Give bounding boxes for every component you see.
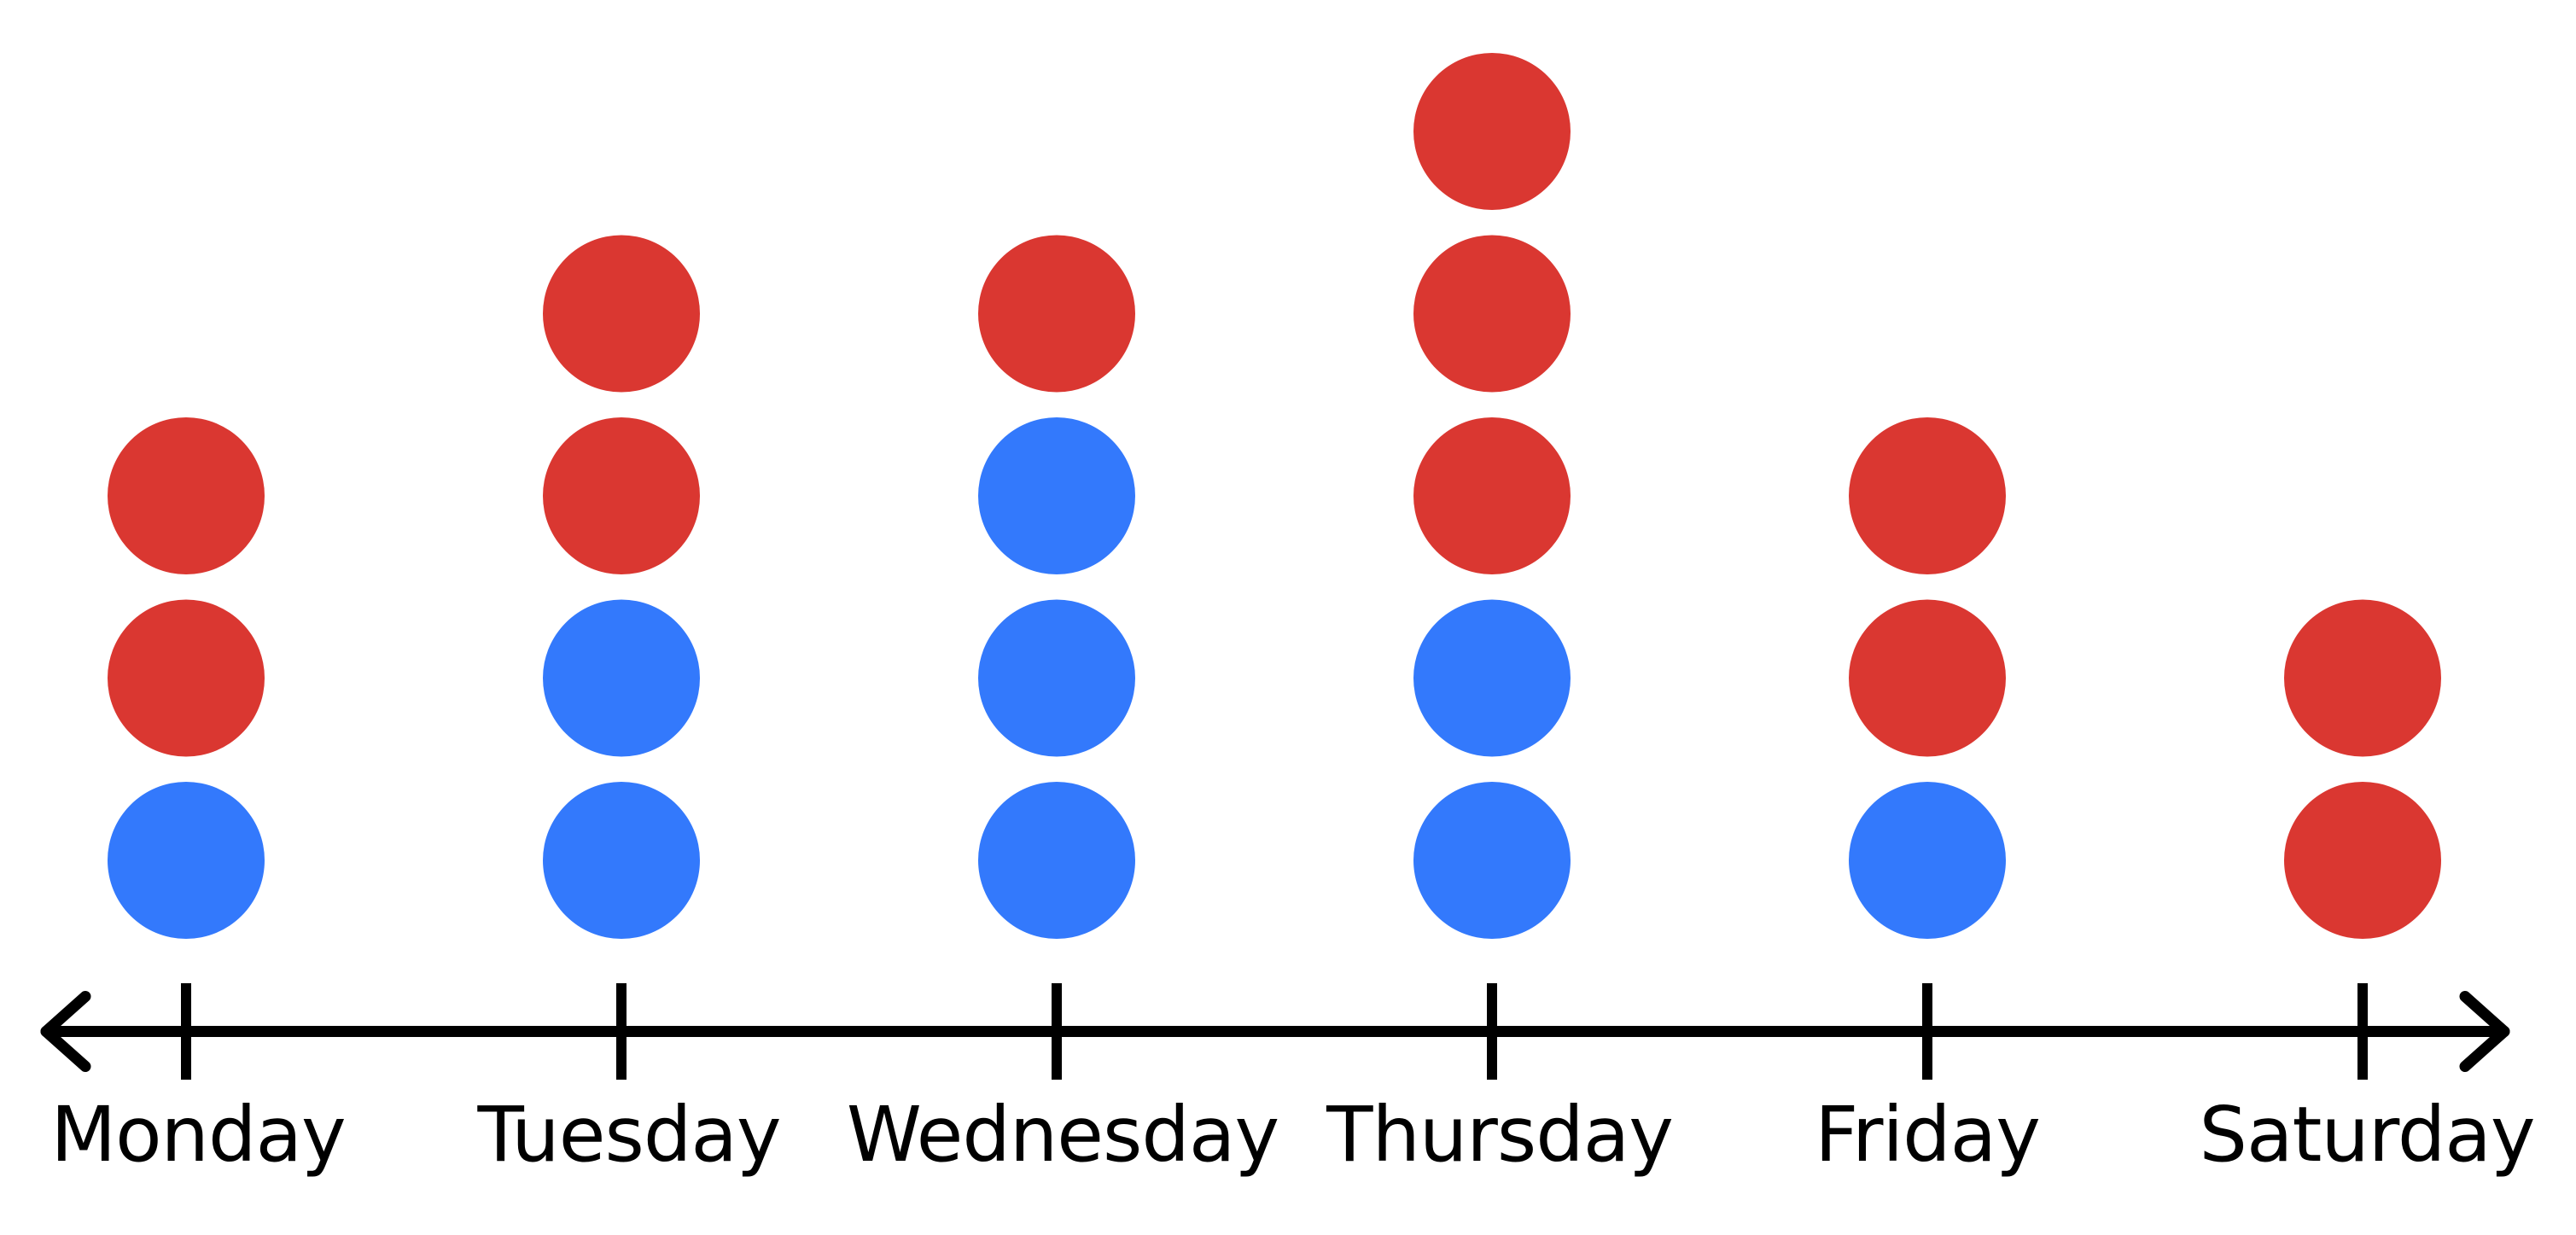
- x-axis-label-tuesday: Tuesday: [476, 1090, 780, 1179]
- dot-tuesday-2-blue: [543, 599, 700, 757]
- dot-saturday-2-red: [2284, 599, 2441, 757]
- dot-monday-1-blue: [108, 782, 265, 939]
- axis-left-arrowhead-icon: [40, 991, 91, 1072]
- dot-monday-3-red: [108, 417, 265, 574]
- dot-saturday-1-red: [2284, 782, 2441, 939]
- dot-wednesday-3-blue: [978, 417, 1135, 574]
- dot-tuesday-1-blue: [543, 782, 700, 939]
- dot-thursday-3-red: [1413, 417, 1571, 574]
- dot-monday-2-red: [108, 599, 265, 757]
- dot-friday-2-red: [1849, 599, 2006, 757]
- dot-thursday-1-blue: [1413, 782, 1571, 939]
- dot-thursday-5-red: [1413, 53, 1571, 210]
- dot-friday-3-red: [1849, 417, 2006, 574]
- axis-right-arrowhead-icon: [2459, 991, 2510, 1072]
- dot-wednesday-4-red: [978, 235, 1135, 393]
- dot-wednesday-1-blue: [978, 782, 1135, 939]
- x-axis-label-friday: Friday: [1815, 1090, 2040, 1179]
- dot-tuesday-4-red: [543, 235, 700, 393]
- dot-wednesday-2-blue: [978, 599, 1135, 757]
- x-axis-label-monday: Monday: [50, 1090, 345, 1179]
- x-axis-label-wednesday: Wednesday: [847, 1090, 1279, 1179]
- x-axis-label-saturday: Saturday: [2199, 1090, 2534, 1179]
- dot-tuesday-3-red: [543, 417, 700, 574]
- x-axis-label-thursday: Thursday: [1326, 1090, 1673, 1179]
- dot-thursday-2-blue: [1413, 599, 1571, 757]
- dot-thursday-4-red: [1413, 235, 1571, 393]
- dot-friday-1-blue: [1849, 782, 2006, 939]
